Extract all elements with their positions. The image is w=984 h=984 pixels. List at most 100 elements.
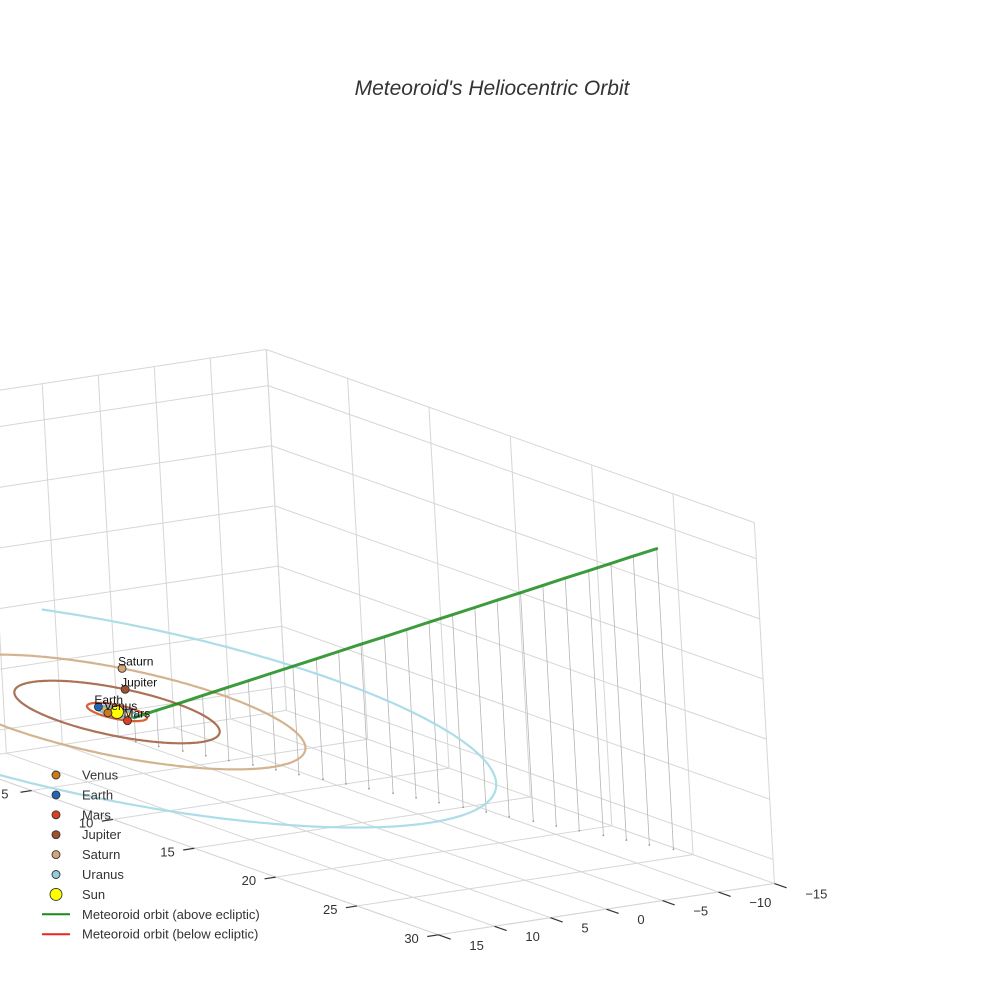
y-tick-label: 0: [637, 912, 644, 927]
legend-dot-symbol: [51, 770, 61, 780]
meteoroid-orbit-line: [132, 547, 659, 720]
drop-line-foot: [532, 820, 535, 823]
floor-grid-line: [230, 718, 719, 893]
drop-line-foot: [368, 787, 370, 790]
legend-label: Venus: [82, 768, 119, 783]
wall-grid-line: [284, 685, 774, 860]
drop-line-foot: [648, 843, 651, 846]
orbit-saturn: [0, 653, 307, 771]
legend: Venus Earth Mars Jupiter Saturn Uranus Sun Mete…: [42, 768, 260, 942]
wall-grid-line: [672, 493, 694, 855]
planet-label-jupiter: Jupiter: [121, 675, 157, 689]
x-tick-label: 25: [323, 902, 337, 917]
planet-marker-saturn: [117, 663, 127, 673]
orbit-uranus: [0, 608, 498, 829]
drop-line: [292, 666, 300, 775]
x-tick-label: 20: [242, 873, 256, 888]
wall-grid-line: [0, 630, 7, 754]
y-tick-mark: [774, 882, 787, 889]
drop-line-foot: [485, 811, 488, 813]
wall-grid-line: [509, 436, 531, 797]
x-tick-mark: [20, 789, 32, 793]
drop-line-foot: [508, 815, 511, 818]
box-edge: [266, 349, 755, 524]
planet-label-earth: Earth: [94, 693, 123, 707]
wall-grid-line: [0, 565, 279, 610]
drop-line: [247, 680, 254, 766]
planet-label-mars: Mars: [123, 707, 150, 721]
drop-line: [224, 688, 230, 761]
wall-grid-line: [0, 505, 276, 549]
drop-line-foot: [672, 848, 675, 851]
y-tick-label: 5: [581, 921, 588, 936]
wall-grid-line: [278, 565, 767, 740]
floor-grid-line: [174, 727, 663, 902]
planet-marker-venus: [103, 708, 113, 718]
x-tick-label: 15: [160, 844, 174, 859]
wall-grid-line: [0, 445, 272, 488]
planet-marker-earth: [93, 702, 103, 712]
legend-dot-symbol: [51, 790, 61, 800]
drop-line: [474, 607, 487, 812]
drop-line: [496, 600, 510, 817]
y-tick-label: 15: [469, 938, 483, 953]
legend-dot-symbol: [51, 850, 61, 860]
floor-grid-line: [118, 735, 607, 910]
x-tick-mark: [264, 876, 276, 880]
wall-grid-line: [153, 366, 175, 728]
drop-line-foot: [625, 839, 628, 841]
y-tick-label: −10: [749, 895, 771, 910]
y-tick-mark: [662, 900, 675, 906]
y-tick-label: 10: [525, 929, 539, 944]
orbit-jupiter: [13, 679, 221, 745]
drop-line-foot: [134, 740, 137, 743]
drop-line-foot: [462, 806, 465, 809]
legend-label: Saturn: [82, 847, 120, 862]
drop-line: [383, 636, 394, 794]
legend-dot-symbol: [49, 887, 63, 901]
wall-grid-line: [0, 625, 282, 670]
wall-grid-line: [281, 625, 770, 800]
y-tick-mark: [718, 891, 731, 897]
wall-grid-line: [428, 407, 450, 769]
drop-line-foot: [602, 834, 605, 837]
drop-lines: [133, 548, 675, 851]
drop-line-foot: [322, 778, 324, 780]
wall-grid-line: [41, 383, 63, 745]
drop-line: [406, 629, 417, 798]
box-edge: [0, 349, 267, 391]
drop-line: [156, 710, 160, 747]
legend-label: Earth: [82, 787, 113, 802]
wall-grid-line: [347, 378, 369, 740]
legend-label: Sun: [82, 887, 105, 902]
drop-line-foot: [204, 754, 207, 757]
drop-line-foot: [227, 759, 230, 762]
x-tick-label: 30: [404, 931, 418, 946]
drop-line: [632, 556, 650, 845]
legend-dot-symbol: [51, 810, 61, 820]
planet-marker-mars: [123, 716, 132, 726]
axis-ticks: 051015202530−15−10−50510150510152025: [1, 787, 827, 953]
y-tick-label: −5: [693, 904, 708, 919]
drop-line-foot: [415, 797, 417, 799]
planet-label-venus: Venus: [104, 699, 137, 713]
legend-label: Jupiter: [82, 827, 122, 842]
wall-grid-line: [97, 375, 119, 737]
drop-line-foot: [298, 773, 300, 776]
legend-label: Uranus: [82, 867, 124, 882]
drop-line: [270, 673, 277, 770]
drop-line: [360, 644, 370, 789]
y-tick-mark: [606, 908, 619, 915]
wall-grid-line: [268, 385, 757, 560]
y-tick-mark: [494, 925, 507, 932]
drop-line-foot: [345, 782, 347, 785]
drop-line: [315, 658, 324, 780]
legend-dot-symbol: [51, 870, 61, 879]
drop-line: [428, 622, 440, 803]
x-tick-mark: [345, 905, 358, 909]
planet-marker-jupiter: [120, 684, 130, 694]
drop-line: [520, 592, 534, 822]
x-tick-mark: [183, 847, 195, 851]
